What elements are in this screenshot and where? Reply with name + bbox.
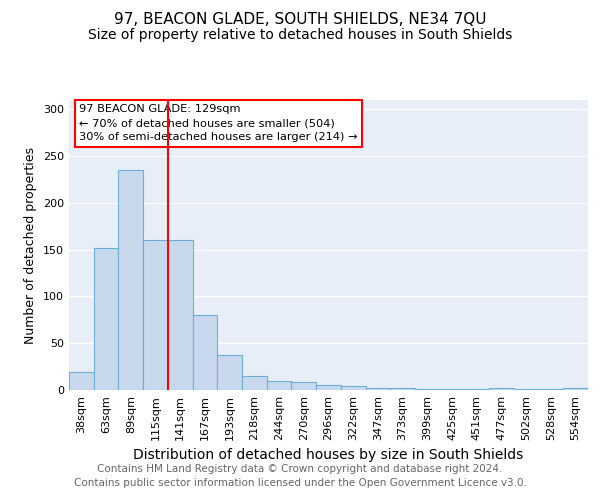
Text: Size of property relative to detached houses in South Shields: Size of property relative to detached ho… [88,28,512,42]
Bar [514,389,539,390]
Bar [539,389,563,390]
Bar [242,376,267,390]
Bar [440,389,464,390]
Bar [217,356,242,390]
Text: Contains HM Land Registry data © Crown copyright and database right 2024.
Contai: Contains HM Land Registry data © Crown c… [74,464,526,487]
Bar [415,389,440,390]
Text: 97, BEACON GLADE, SOUTH SHIELDS, NE34 7QU: 97, BEACON GLADE, SOUTH SHIELDS, NE34 7Q… [114,12,486,28]
Text: 97 BEACON GLADE: 129sqm
← 70% of detached houses are smaller (504)
30% of semi-d: 97 BEACON GLADE: 129sqm ← 70% of detache… [79,104,358,142]
Bar [168,240,193,390]
Bar [292,382,316,390]
Bar [489,388,514,390]
Bar [118,170,143,390]
Bar [563,388,588,390]
Bar [94,248,118,390]
Bar [143,240,168,390]
Bar [365,388,390,390]
Bar [69,372,94,390]
Bar [316,386,341,390]
Bar [390,388,415,390]
Bar [193,315,217,390]
Bar [267,380,292,390]
Y-axis label: Number of detached properties: Number of detached properties [25,146,37,344]
X-axis label: Distribution of detached houses by size in South Shields: Distribution of detached houses by size … [133,448,524,462]
Bar [341,386,365,390]
Bar [464,389,489,390]
